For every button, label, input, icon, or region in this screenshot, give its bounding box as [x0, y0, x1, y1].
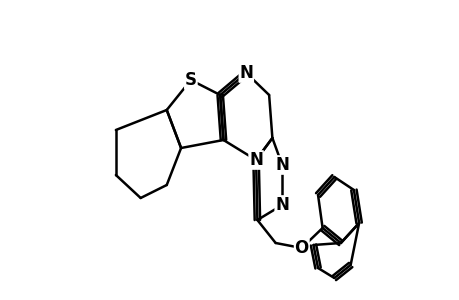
- Text: N: N: [239, 64, 253, 82]
- Text: N: N: [274, 196, 289, 214]
- Text: O: O: [294, 239, 308, 257]
- Text: S: S: [185, 71, 196, 89]
- Text: N: N: [249, 151, 263, 169]
- Text: N: N: [274, 156, 289, 174]
